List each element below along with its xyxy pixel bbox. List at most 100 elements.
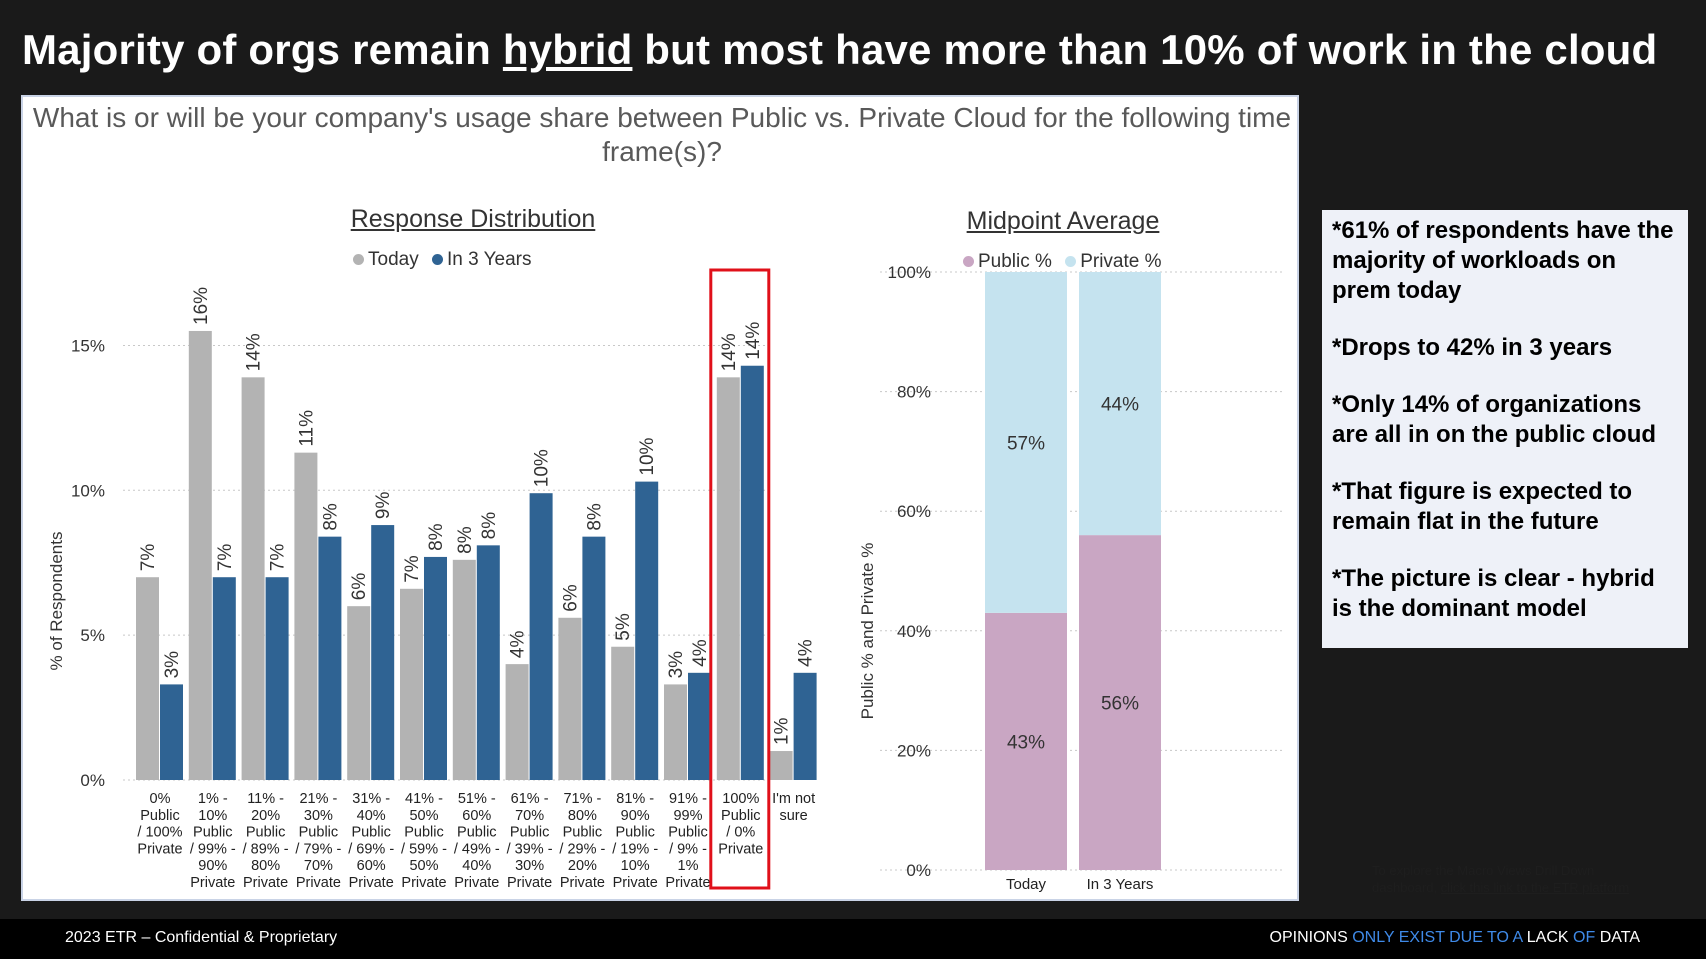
x-category-label: Private xyxy=(665,875,710,891)
response-distribution-title: Response Distribution xyxy=(350,205,596,233)
x-category-label: Private xyxy=(137,841,182,857)
bar-in-3-years xyxy=(318,536,342,780)
data-label-today: 4% xyxy=(508,631,529,659)
y-tick-label: 5% xyxy=(80,626,105,645)
bar-today xyxy=(136,577,159,780)
x-category-label: 99% xyxy=(673,808,702,824)
bar-in-3-years xyxy=(688,672,711,780)
data-label-today: 7% xyxy=(138,544,159,572)
bar-today xyxy=(294,452,318,780)
y-axis-title: Public % and Private % xyxy=(858,543,877,720)
y-tick-label: 10% xyxy=(71,481,105,500)
x-category-label: Public xyxy=(510,825,550,841)
footer-tagline-segment: LACK xyxy=(1526,929,1574,946)
x-category-label: Private xyxy=(190,875,235,891)
legend-in3-swatch xyxy=(431,254,443,266)
x-category-label: Private xyxy=(296,875,341,891)
x-category-label: / 59% - xyxy=(401,841,447,857)
data-label-in-3-years: 8% xyxy=(426,523,447,551)
drill-note-line2: dashboard, xyxy=(1372,880,1441,895)
x-category-label: Public xyxy=(140,808,180,824)
bar-in-3-years xyxy=(160,684,183,780)
survey-question: What is or will be your company's usage … xyxy=(32,102,1292,167)
data-label-in-3-years: 10% xyxy=(637,437,658,475)
y-tick-label: 0% xyxy=(906,861,931,880)
bar-in-3-years xyxy=(740,365,764,780)
x-category-label: 70% xyxy=(304,858,333,874)
x-category-label: 61% - xyxy=(511,791,549,807)
data-label-in-3-years: 9% xyxy=(373,491,394,519)
stack-private xyxy=(1079,272,1161,536)
x-category-label: 0% xyxy=(150,791,171,807)
bar-today xyxy=(716,377,740,780)
stack-private xyxy=(985,272,1067,613)
x-category-label: Public xyxy=(457,825,497,841)
x-category-label: 71% - xyxy=(563,791,601,807)
slide-headline: Majority of orgs remain hybrid but most … xyxy=(22,26,1657,74)
etr-platform-link[interactable]: click this link to the ETR platform xyxy=(1440,880,1630,895)
drill-down-note: To explore the Macro Views Drill Down da… xyxy=(1372,862,1629,896)
bar-today xyxy=(452,559,476,780)
x-category-label: / 9% - xyxy=(669,841,707,857)
x-category-label: Public xyxy=(721,808,761,824)
stack-public xyxy=(985,612,1067,870)
x-category-label: Private xyxy=(454,875,499,891)
x-category-label: In 3 Years xyxy=(1087,876,1154,893)
midpoint-average-title: Midpoint Average xyxy=(966,207,1160,235)
x-category-label: 1% xyxy=(678,858,699,874)
legend-public-label: Public % xyxy=(978,251,1052,272)
x-category-label: Public xyxy=(351,825,391,841)
takeaway-2: *Drops to 42% in 3 years xyxy=(1332,334,1613,361)
footer-tagline-segment: ONLY EXIST DUE TO A xyxy=(1352,929,1527,946)
data-label-in-3-years: 7% xyxy=(268,544,289,572)
x-category-label: 91% - xyxy=(669,791,707,807)
y-tick-label: 80% xyxy=(897,383,931,402)
data-label-in-3-years: 8% xyxy=(479,512,500,540)
headline-pre: Majority of orgs remain xyxy=(22,26,503,73)
bar-in-3-years xyxy=(529,493,553,780)
x-category-label: Private xyxy=(560,875,605,891)
data-label-in-3-years: 7% xyxy=(215,544,236,572)
x-category-label: 21% - xyxy=(299,791,337,807)
footer-tagline: OPINIONS ONLY EXIST DUE TO A LACK OF DAT… xyxy=(1270,929,1641,947)
x-category-label: Public xyxy=(246,825,286,841)
x-category-label: 10% xyxy=(198,808,227,824)
x-category-label: 70% xyxy=(515,808,544,824)
legend-public-swatch xyxy=(963,256,974,268)
x-category-label: Public xyxy=(299,825,339,841)
x-category-label: 40% xyxy=(357,808,386,824)
headline-emphasis: hybrid xyxy=(502,26,633,73)
data-label-today: 11% xyxy=(296,410,317,447)
x-category-label: / 29% - xyxy=(559,841,605,857)
headline-post: but most have more than 10% of work in t… xyxy=(632,26,1658,73)
y-tick-label: 0% xyxy=(80,771,105,790)
data-label-public: 56% xyxy=(1101,694,1139,715)
bar-in-3-years xyxy=(265,577,289,780)
data-label-today: 8% xyxy=(455,526,476,554)
x-category-label: 50% xyxy=(409,858,438,874)
x-category-label: 90% xyxy=(198,858,227,874)
takeaway-1: *61% of respondents have the majority of… xyxy=(1332,217,1674,304)
response-distribution-chart: 0%5%10%15%% of Respondents 7%3%0%Public/ … xyxy=(47,263,1283,893)
bar-today xyxy=(769,751,793,780)
legend-today-label: Today xyxy=(368,249,419,270)
x-category-label: 80% xyxy=(251,858,280,874)
x-category-label: Private xyxy=(349,875,394,891)
x-category-label: 1% - xyxy=(198,791,228,807)
x-category-label: Private xyxy=(243,875,288,891)
x-category-label: / 0% xyxy=(726,825,755,841)
footer-confidential: 2023 ETR – Confidential & Proprietary xyxy=(65,929,338,946)
x-category-label: 41% - xyxy=(405,791,443,807)
x-category-label: 30% xyxy=(304,808,333,824)
footer-tagline-segment: DATA xyxy=(1599,929,1640,946)
bar-in-3-years xyxy=(582,536,606,780)
x-category-label: 40% xyxy=(462,858,491,874)
bar-in-3-years xyxy=(793,672,817,780)
x-category-label: 20% xyxy=(568,858,597,874)
data-label-public: 43% xyxy=(1007,732,1045,753)
x-category-label: Public xyxy=(193,825,233,841)
midpoint-legend: Public % Private % xyxy=(963,251,1162,273)
data-label-today: 6% xyxy=(560,584,581,612)
bar-in-3-years xyxy=(476,545,500,780)
x-category-label: 20% xyxy=(251,808,280,824)
